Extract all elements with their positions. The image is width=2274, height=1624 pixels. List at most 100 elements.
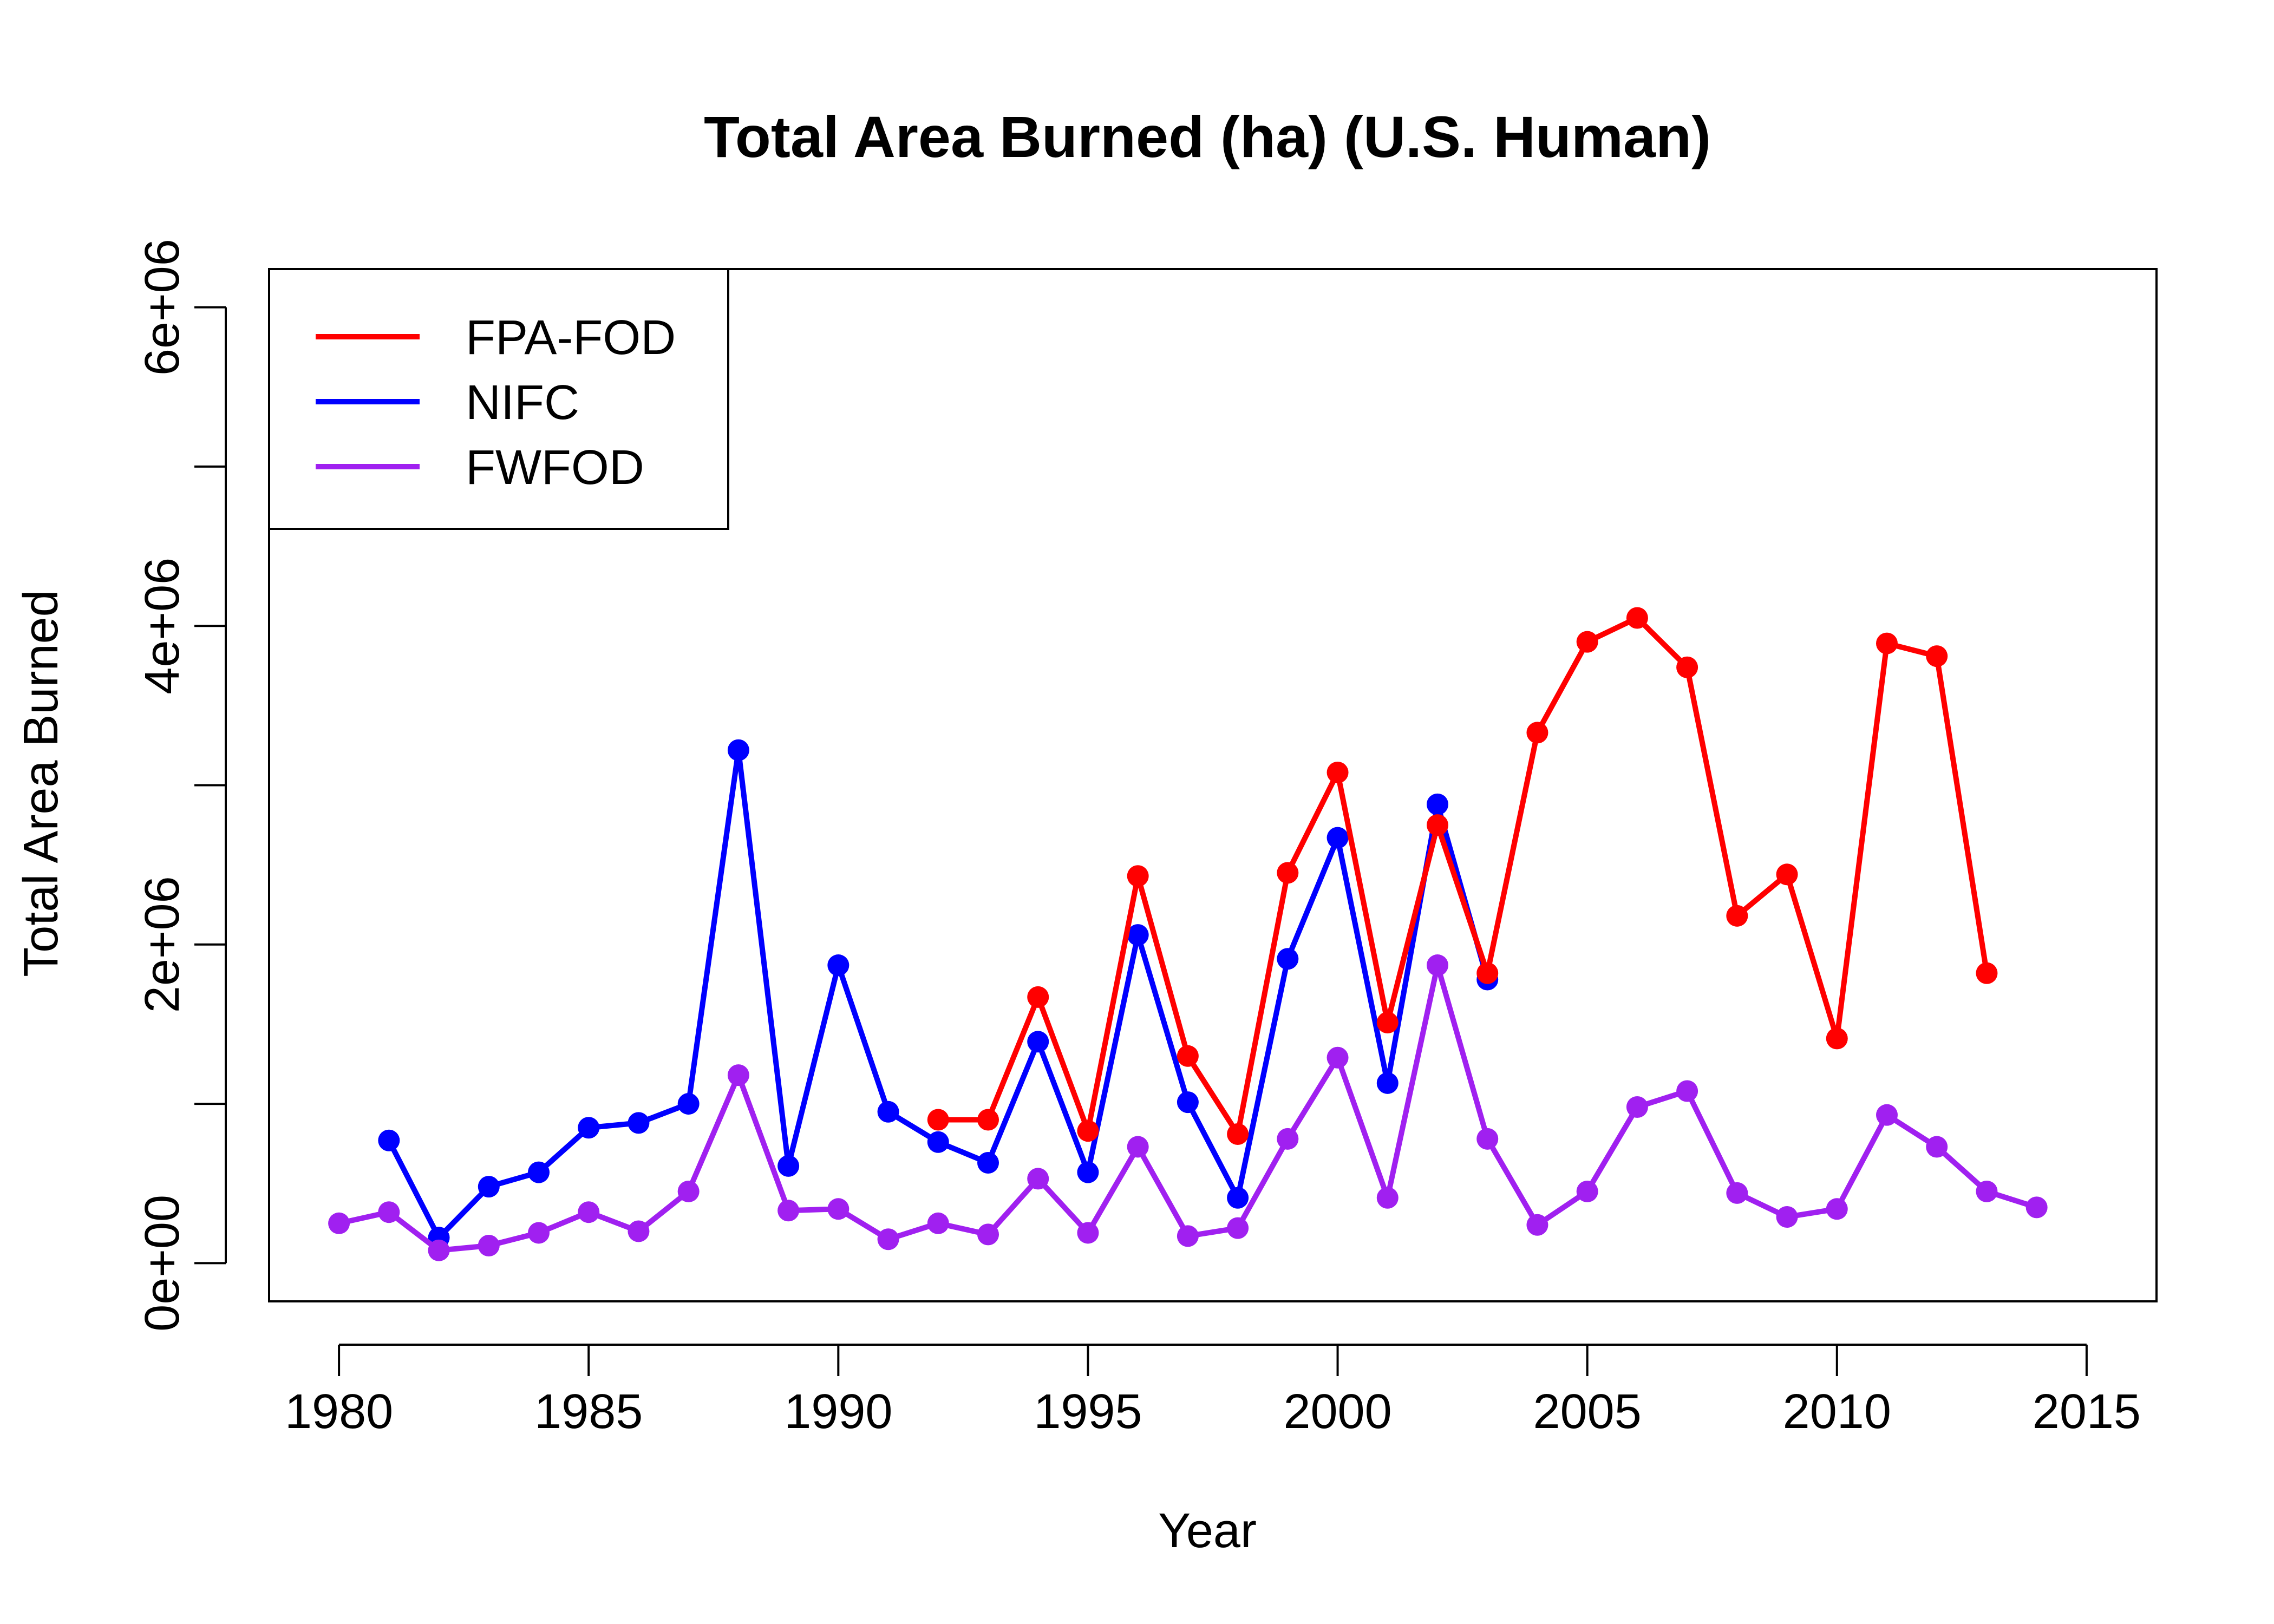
data-point [1476, 962, 1499, 984]
data-point [1327, 827, 1349, 849]
chart-title: Total Area Burned (ha) (U.S. Human) [704, 104, 1711, 169]
data-point [1227, 1187, 1249, 1209]
data-point [1177, 1225, 1199, 1247]
data-point [777, 1200, 800, 1222]
data-point [428, 1239, 450, 1261]
data-point [1776, 863, 1798, 886]
x-tick-label: 1980 [285, 1385, 393, 1439]
data-point [1626, 607, 1648, 629]
data-point [478, 1234, 500, 1256]
data-point [1376, 1011, 1399, 1033]
data-point [1826, 1027, 1848, 1050]
data-point [1027, 986, 1049, 1008]
data-point [1876, 1104, 1898, 1126]
legend-label-nifc: NIFC [466, 376, 579, 430]
x-tick-label: 1985 [534, 1385, 643, 1439]
data-point [1227, 1217, 1249, 1239]
x-tick-label: 2000 [1283, 1385, 1391, 1439]
data-point [1127, 1136, 1149, 1158]
data-point [1077, 1120, 1099, 1142]
data-point [927, 1109, 949, 1131]
data-point [1576, 1180, 1598, 1202]
legend-label-fpa-fod: FPA-FOD [466, 311, 676, 365]
data-point [1876, 632, 1898, 654]
data-point [1976, 962, 1998, 984]
data-point [877, 1228, 899, 1250]
data-point [528, 1161, 550, 1183]
x-tick-label: 1990 [784, 1385, 892, 1439]
data-point [1427, 814, 1448, 836]
series-line [938, 615, 1990, 1137]
data-point [1327, 761, 1349, 783]
data-point [328, 1212, 350, 1234]
series-layer [328, 607, 2048, 1261]
data-point [578, 1201, 600, 1223]
data-point [1327, 1046, 1349, 1069]
data-point [1027, 1031, 1049, 1053]
legend: FPA-FOD NIFC FWFOD [268, 268, 729, 530]
data-point [1626, 1096, 1648, 1118]
y-tick-label: 0e+00 [135, 1195, 190, 1332]
data-point [1277, 862, 1299, 884]
data-point [378, 1129, 400, 1151]
data-point [628, 1112, 650, 1134]
data-point [1127, 865, 1149, 887]
data-point [677, 1093, 700, 1115]
x-tick-label: 1995 [1034, 1385, 1142, 1439]
data-point [1726, 1182, 1748, 1204]
x-tick-label: 2010 [1783, 1385, 1891, 1439]
y-axis-label: Total Area Burned [14, 590, 68, 977]
series-fwfod [328, 954, 2048, 1261]
x-tick-label: 2015 [2033, 1385, 2141, 1439]
data-point [1476, 1128, 1499, 1150]
data-point [1277, 1128, 1299, 1150]
data-point [1676, 1080, 1698, 1102]
data-point [1526, 1214, 1548, 1236]
data-point [677, 1180, 700, 1202]
y-tick-label: 2e+06 [135, 876, 190, 1013]
data-point [977, 1151, 999, 1174]
data-point [1676, 656, 1698, 678]
series-fpa-fod [927, 607, 1998, 1145]
data-point [1926, 1136, 1948, 1158]
data-point [927, 1131, 949, 1153]
data-point [1427, 793, 1448, 815]
data-point [877, 1101, 899, 1123]
data-point [927, 1212, 949, 1234]
data-point [378, 1201, 400, 1223]
data-point [1926, 645, 1948, 667]
data-point [1526, 722, 1548, 744]
data-point [1127, 924, 1149, 946]
data-point [1177, 1045, 1199, 1067]
data-point [1027, 1168, 1049, 1190]
data-point [827, 954, 850, 977]
data-point [628, 1220, 650, 1242]
data-point [1376, 1187, 1399, 1209]
data-point [727, 739, 749, 761]
data-point [1776, 1206, 1798, 1228]
data-point [827, 1198, 850, 1220]
data-point [578, 1117, 600, 1139]
y-tick-label: 4e+06 [135, 558, 190, 695]
data-point [1576, 631, 1598, 653]
data-point [1177, 1091, 1199, 1114]
axes: 1980 1985 1990 1995 2000 2005 2010 2015 0e+00 2e+… [135, 239, 2141, 1439]
data-point [1976, 1180, 1998, 1202]
data-point [977, 1109, 999, 1131]
plot-frame [268, 268, 2158, 1302]
data-point [478, 1176, 500, 1198]
data-point [528, 1222, 550, 1244]
y-tick-label: 6e+06 [135, 239, 190, 376]
data-point [2025, 1196, 2048, 1219]
x-tick-label: 2005 [1533, 1385, 1642, 1439]
data-point [1726, 905, 1748, 927]
legend-label-fwfod: FWFOD [466, 441, 644, 495]
data-point [777, 1155, 800, 1177]
data-point [977, 1223, 999, 1246]
data-point [1427, 954, 1448, 977]
x-axis-label: Year [1158, 1504, 1257, 1558]
series-nifc [378, 739, 1499, 1249]
data-point [1077, 1161, 1099, 1183]
